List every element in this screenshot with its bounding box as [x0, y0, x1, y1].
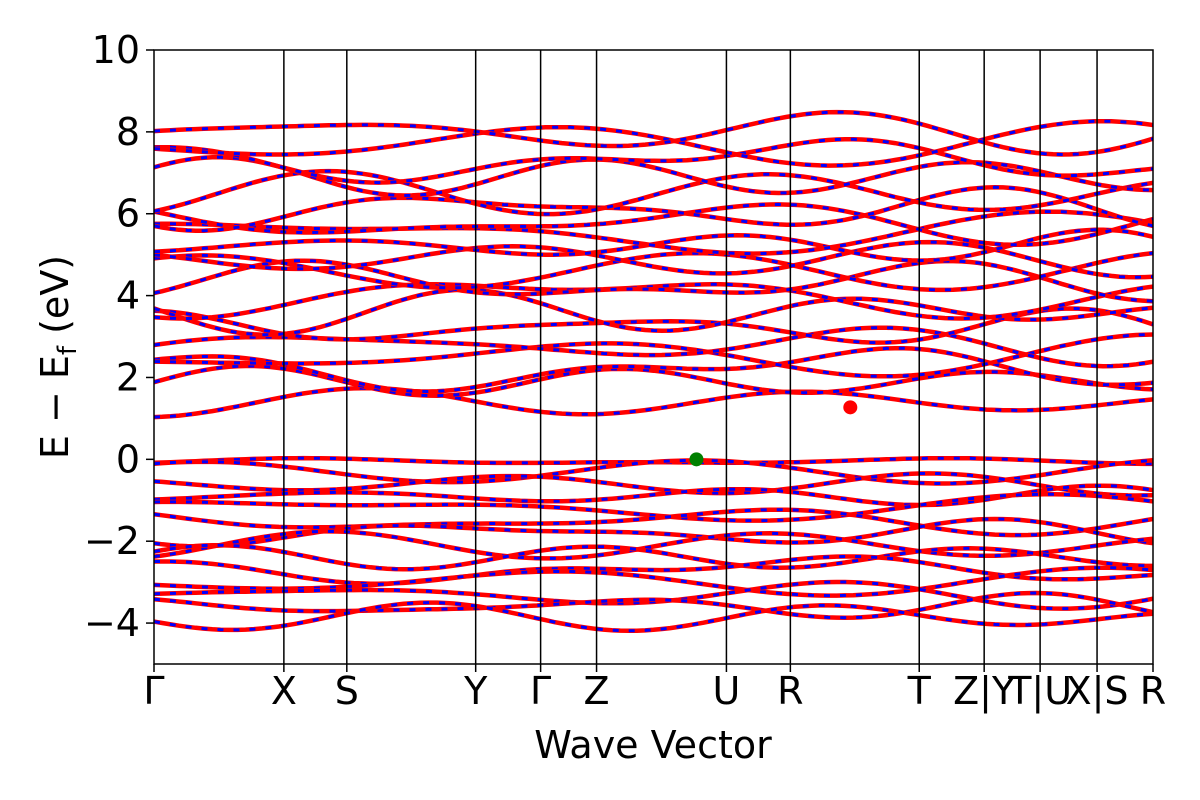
conduction-band-spin-up	[154, 306, 1153, 345]
conduction-band-spin-up	[154, 239, 1153, 280]
x-tick-label: Γ	[143, 669, 164, 713]
conduction-band-spin-down	[154, 326, 1153, 368]
conduction-band-spin-up	[154, 258, 1153, 304]
valence-band-spin-down	[154, 591, 1153, 620]
valence-band-spin-down	[154, 492, 1153, 523]
conduction-band-spin-down	[154, 202, 1153, 247]
conduction-band-spin-down	[154, 155, 1153, 198]
x-tick-label: X	[271, 669, 297, 713]
conduction-band-spin-up	[154, 282, 1153, 321]
valence-band-spin-down	[154, 508, 1153, 537]
x-axis-title: Wave Vector	[534, 723, 772, 767]
band-edge-markers	[689, 400, 858, 467]
x-tick-label: R	[777, 669, 803, 713]
x-tick-label: T	[907, 669, 932, 713]
valence-band-spin-down	[154, 458, 1153, 485]
conduction-band-spin-down	[154, 288, 1153, 337]
x-tick-label: T|U	[1007, 669, 1072, 714]
conduction-band-spin-down	[154, 110, 1153, 157]
valence-band-spin-up	[154, 600, 1153, 634]
kpoint-divider-lines	[283, 50, 1098, 664]
conduction-band-spin-down	[154, 210, 1153, 256]
y-tick-label: −4	[84, 601, 140, 645]
y-axis-title: E − Ef (eV)	[33, 255, 83, 459]
conduction-band-spin-up	[154, 287, 1153, 337]
conduction-band-spin-down	[154, 119, 1153, 168]
y-tick-label: 4	[116, 274, 140, 318]
y-axis-title-subscript: f	[53, 345, 83, 355]
y-axis-ticks: −4 −2 0 2 4 6 8 10	[84, 28, 154, 645]
conduction-band-spin-up	[154, 385, 1153, 420]
valence-band-spin-down	[154, 471, 1153, 498]
cbm-marker	[843, 400, 858, 415]
plot-frame	[153, 49, 1154, 665]
y-tick-label: 8	[116, 110, 140, 154]
valence-band-spin-up	[154, 529, 1153, 561]
conduction-band-spin-up	[154, 185, 1153, 233]
conduction-band-spin-up	[154, 168, 1153, 217]
vbm-marker	[689, 452, 704, 467]
y-tick-label: −2	[84, 519, 140, 563]
conduction-band-spin-down	[154, 333, 1153, 378]
conduction-band-spin-up	[154, 136, 1153, 185]
x-axis-ticks: Γ X S Y Γ Z U R T Z|YT|UX|S R	[143, 664, 1166, 714]
y-tick-label: 6	[116, 192, 140, 236]
x-tick-label: S	[335, 669, 359, 713]
x-tick-label: Γ	[530, 669, 551, 713]
y-axis-title-main: E − E	[33, 355, 77, 459]
y-tick-label: 2	[116, 355, 140, 399]
x-tick-label: Z	[584, 669, 610, 713]
y-tick-label: 0	[116, 437, 140, 481]
x-tick-label: Z|Y	[953, 669, 1016, 714]
x-tick-label: X|S	[1066, 669, 1129, 714]
valence-band-spin-down	[154, 555, 1153, 586]
y-axis-title-unit: (eV)	[33, 255, 77, 346]
band-lines	[154, 109, 1153, 634]
y-tick-label: 10	[92, 28, 140, 72]
valence-band-spin-down	[154, 484, 1153, 507]
valence-band-spin-down	[154, 566, 1153, 598]
x-tick-label: Y	[463, 669, 488, 713]
valence-band-spin-down	[154, 517, 1153, 548]
x-tick-label: U	[713, 669, 741, 713]
x-tick-label: R	[1140, 669, 1166, 713]
conduction-band-spin-down	[154, 169, 1153, 216]
valence-band-spin-up	[154, 542, 1153, 572]
